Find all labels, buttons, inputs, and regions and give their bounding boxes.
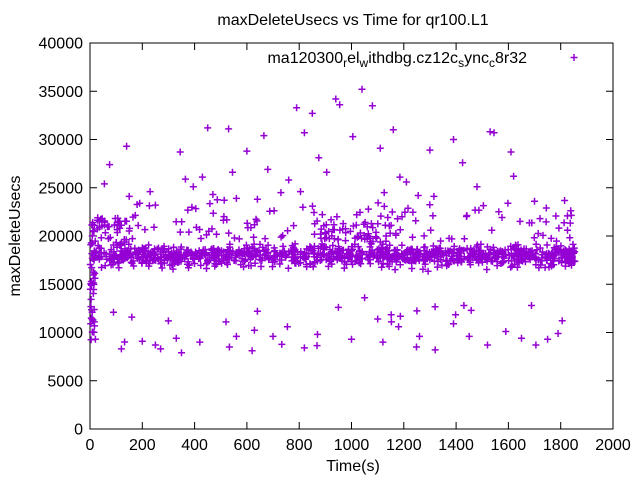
- x-tick-label: 0: [86, 437, 95, 454]
- x-axis-tick-labels: 0 200 400 600 800 1000 1200 1400 1600 1800 2000: [86, 437, 631, 454]
- y-tick-label: 5000: [47, 373, 83, 390]
- x-tick-label: 2000: [595, 437, 631, 454]
- y-tick-label: 10000: [39, 325, 84, 342]
- chart-title: maxDeleteUsecs vs Time for qr100.L1: [217, 12, 488, 29]
- x-tick-label: 1000: [334, 437, 370, 454]
- x-tick-label: 1800: [543, 437, 579, 454]
- x-tick-label: 800: [286, 437, 313, 454]
- y-axis-tick-labels: 0 5000 10000 15000 20000 25000 30000 35000 40000: [39, 36, 84, 439]
- y-tick-label: 15000: [39, 277, 84, 294]
- data-points: [86, 85, 579, 357]
- legend: ma120300relwithdbg.cz12csyncc8r32: [267, 50, 578, 70]
- x-tick-label: 1400: [438, 437, 474, 454]
- x-axis-ticks: [89, 43, 614, 429]
- y-tick-label: 0: [74, 422, 83, 439]
- x-tick-label: 400: [181, 437, 208, 454]
- x-axis-label: Time(s): [326, 458, 380, 475]
- y-tick-label: 20000: [39, 229, 84, 246]
- y-tick-label: 25000: [39, 180, 84, 197]
- y-tick-label: 30000: [39, 132, 84, 149]
- y-tick-label: 35000: [39, 84, 84, 101]
- legend-label: ma120300relwithdbg.cz12csyncc8r32: [267, 50, 527, 70]
- x-tick-label: 600: [234, 437, 261, 454]
- legend-marker-icon: [570, 54, 578, 61]
- y-axis-label: maxDeleteUsecs: [7, 176, 24, 297]
- x-tick-label: 1200: [386, 437, 422, 454]
- x-tick-label: 1600: [491, 437, 527, 454]
- x-tick-label: 200: [129, 437, 156, 454]
- y-tick-label: 40000: [39, 36, 84, 53]
